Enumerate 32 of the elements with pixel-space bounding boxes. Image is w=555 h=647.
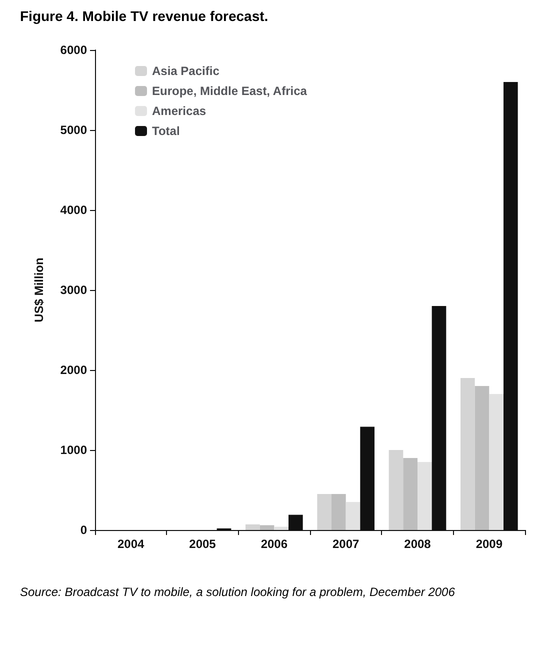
y-axis-title: US$ Million: [32, 258, 46, 322]
legend-label: Americas: [152, 104, 206, 118]
source-note: Source: Broadcast TV to mobile, a solution looking for a problem, December 2006: [20, 585, 456, 599]
bar: [403, 458, 418, 530]
legend-label: Europe, Middle East, Africa: [152, 84, 308, 98]
legend-label: Total: [152, 124, 180, 138]
bar: [274, 526, 288, 530]
y-tick-label: 1000: [60, 443, 88, 457]
bar: [346, 502, 360, 530]
y-tick-label: 6000: [60, 43, 88, 57]
y-tick-label: 4000: [60, 203, 88, 217]
y-tick-label: 0: [80, 523, 88, 537]
y-tick-label: 5000: [60, 123, 88, 137]
y-tick-label: 3000: [60, 283, 88, 297]
x-tick-label: 2008: [404, 537, 432, 551]
bar: [388, 450, 404, 530]
bar: [460, 378, 475, 530]
bar: [489, 394, 504, 530]
bar: [474, 386, 490, 530]
x-tick-label: 2006: [260, 537, 288, 551]
bar: [317, 494, 332, 530]
x-tick-label: 2009: [476, 537, 503, 551]
x-tick-label: 2007: [332, 537, 360, 551]
x-tick-label: 2004: [117, 537, 145, 551]
bar: [418, 462, 432, 530]
legend-label: Asia Pacific: [152, 64, 220, 78]
x-tick-label: 2005: [189, 537, 216, 551]
bar: [246, 524, 260, 530]
chart-title: Figure 4. Mobile TV revenue forecast.: [20, 8, 268, 24]
bar: [260, 525, 274, 530]
y-tick-label: 2000: [60, 363, 88, 377]
bar: [332, 494, 346, 530]
